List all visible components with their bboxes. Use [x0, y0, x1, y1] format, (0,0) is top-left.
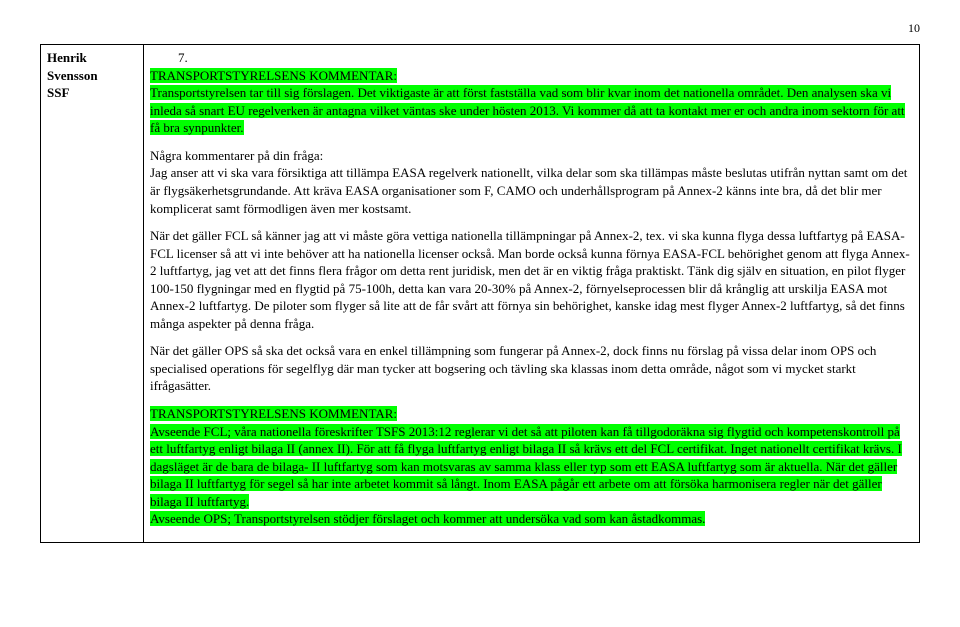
page-number: 10	[40, 20, 920, 36]
author-cell: Henrik Svensson SSF	[41, 45, 144, 543]
para-line: Jag anser att vi ska vara försiktiga att…	[150, 165, 907, 215]
comment-text: Transportstyrelsen tar till sig förslage…	[150, 85, 358, 100]
comment-block-1: TRANSPORTSTYRELSENS KOMMENTAR: Transport…	[150, 67, 913, 137]
comment-text: För att få flyga luftfartyg enligt bilag…	[353, 441, 727, 456]
author-line: SSF	[47, 84, 137, 102]
paragraph: När det gäller OPS så ska det också vara…	[150, 342, 913, 395]
comment-text: Avseende OPS; Transportstyrelsen stödjer…	[150, 511, 705, 526]
paragraph: Några kommentarer på din fråga: Jag anse…	[150, 147, 913, 217]
comment-text: Inget nationellt certifikat krävs.	[727, 441, 894, 456]
author-line: Henrik	[47, 49, 137, 67]
para-line: Några kommentarer på din fråga:	[150, 148, 323, 163]
comment-header: TRANSPORTSTYRELSENS KOMMENTAR:	[150, 68, 397, 83]
content-table: Henrik Svensson SSF 7. TRANSPORTSTYRELSE…	[40, 44, 920, 543]
comment-header: TRANSPORTSTYRELSENS KOMMENTAR:	[150, 406, 397, 421]
author-line: Svensson	[47, 67, 137, 85]
paragraph: När det gäller FCL så känner jag att vi …	[150, 227, 913, 332]
content-cell: 7. TRANSPORTSTYRELSENS KOMMENTAR: Transp…	[144, 45, 920, 543]
table-row: Henrik Svensson SSF 7. TRANSPORTSTYRELSE…	[41, 45, 920, 543]
item-number: 7.	[150, 49, 913, 67]
comment-block-2: TRANSPORTSTYRELSENS KOMMENTAR: Avseende …	[150, 405, 913, 528]
